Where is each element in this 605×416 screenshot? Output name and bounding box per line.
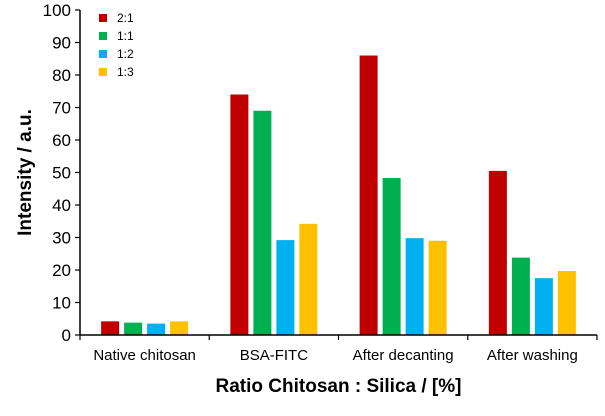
y-tick-label-60: 60 bbox=[52, 131, 71, 150]
legend-label-3: 1:3 bbox=[117, 65, 134, 79]
y-axis-title: Intensity / a.u. bbox=[15, 109, 36, 236]
bar-1-3-2 bbox=[428, 240, 447, 335]
y-tick-label-40: 40 bbox=[52, 196, 71, 215]
legend-label-0: 2:1 bbox=[117, 11, 134, 25]
bar-2-1-0 bbox=[101, 321, 120, 335]
legend-label-2: 1:2 bbox=[117, 47, 134, 61]
y-tick-label-10: 10 bbox=[52, 294, 71, 313]
y-tick-label-80: 80 bbox=[52, 66, 71, 85]
bar-1-2-0 bbox=[147, 323, 166, 335]
bar-2-1-2 bbox=[359, 55, 378, 335]
legend-label-1: 1:1 bbox=[117, 29, 134, 43]
bar-1-1-2 bbox=[382, 178, 401, 335]
y-tick-label-90: 90 bbox=[52, 34, 71, 53]
bar-1-3-0 bbox=[170, 321, 189, 335]
y-tick-label-30: 30 bbox=[52, 229, 71, 248]
legend-swatch-2 bbox=[99, 50, 107, 58]
legend-swatch-0 bbox=[99, 14, 107, 22]
legend: 2:1 1:1 1:2 1:3 bbox=[99, 11, 134, 79]
bars-group bbox=[101, 55, 576, 335]
axes-group: Native chitosan BSA-FITC After decanting Af… bbox=[43, 1, 598, 364]
y-tick-label-100: 100 bbox=[43, 1, 71, 20]
legend-swatch-1 bbox=[99, 32, 107, 40]
x-tick-label-0: Native chitosan bbox=[93, 347, 196, 364]
bar-2-1-1 bbox=[230, 94, 249, 335]
x-tick-label-3: After washing bbox=[487, 347, 578, 364]
x-axis-title: Ratio Chitosan : Silica / [%] bbox=[216, 376, 462, 397]
bar-2-1-3 bbox=[488, 170, 507, 335]
y-tick-label-0: 0 bbox=[62, 326, 71, 345]
bar-1-2-1 bbox=[276, 240, 295, 335]
y-tick-label-20: 20 bbox=[52, 261, 71, 280]
bar-1-2-3 bbox=[534, 278, 553, 335]
x-tick-label-2: After decanting bbox=[353, 347, 454, 364]
legend-swatch-3 bbox=[99, 68, 107, 76]
y-tick-label-70: 70 bbox=[52, 99, 71, 118]
y-tick-label-50: 50 bbox=[52, 164, 71, 183]
bar-1-2-2 bbox=[405, 238, 424, 335]
bar-1-1-1 bbox=[253, 110, 272, 335]
bar-1-3-1 bbox=[299, 223, 318, 335]
bar-1-1-0 bbox=[124, 322, 143, 335]
bar-1-1-3 bbox=[511, 257, 530, 335]
bar-1-3-3 bbox=[557, 270, 576, 335]
x-tick-label-1: BSA-FITC bbox=[240, 347, 309, 364]
